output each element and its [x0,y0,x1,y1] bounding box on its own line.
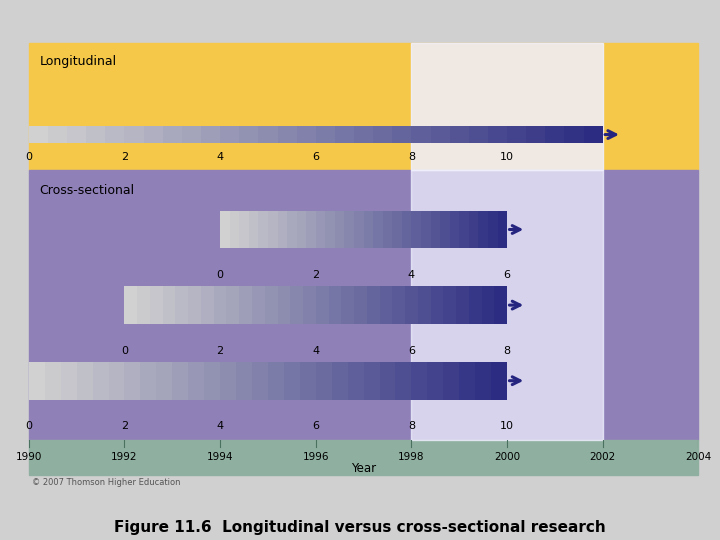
Text: 2: 2 [312,270,320,280]
Text: 10: 10 [500,152,514,162]
Text: 4: 4 [312,346,320,356]
Text: 2: 2 [217,346,224,356]
Text: 10: 10 [500,421,514,431]
Text: 1998: 1998 [398,453,425,462]
Text: Longitudinal: Longitudinal [40,55,117,68]
Text: 2000: 2000 [494,453,520,462]
Text: 1996: 1996 [302,453,329,462]
Text: 4: 4 [217,421,224,431]
Text: 0: 0 [217,270,224,280]
Text: 1994: 1994 [207,453,233,462]
Text: 0: 0 [25,421,32,431]
Text: 2: 2 [121,421,128,431]
Text: 6: 6 [408,346,415,356]
Text: 0: 0 [25,152,32,162]
Text: 1990: 1990 [16,453,42,462]
Text: 6: 6 [312,152,319,162]
Text: 8: 8 [408,421,415,431]
Text: 4: 4 [217,152,224,162]
Text: 8: 8 [503,346,510,356]
Text: 1992: 1992 [111,453,138,462]
Text: 6: 6 [312,421,319,431]
Text: 2002: 2002 [590,453,616,462]
Text: 0: 0 [121,346,128,356]
Text: 2004: 2004 [685,453,711,462]
Text: 6: 6 [503,270,510,280]
Text: 4: 4 [408,270,415,280]
Text: 2: 2 [121,152,128,162]
Text: 8: 8 [408,152,415,162]
Text: Cross-sectional: Cross-sectional [40,184,135,198]
Text: © 2007 Thomson Higher Education: © 2007 Thomson Higher Education [32,478,181,487]
Text: Year: Year [351,462,376,475]
Text: Figure 11.6  Longitudinal versus cross-sectional research: Figure 11.6 Longitudinal versus cross-se… [114,519,606,535]
